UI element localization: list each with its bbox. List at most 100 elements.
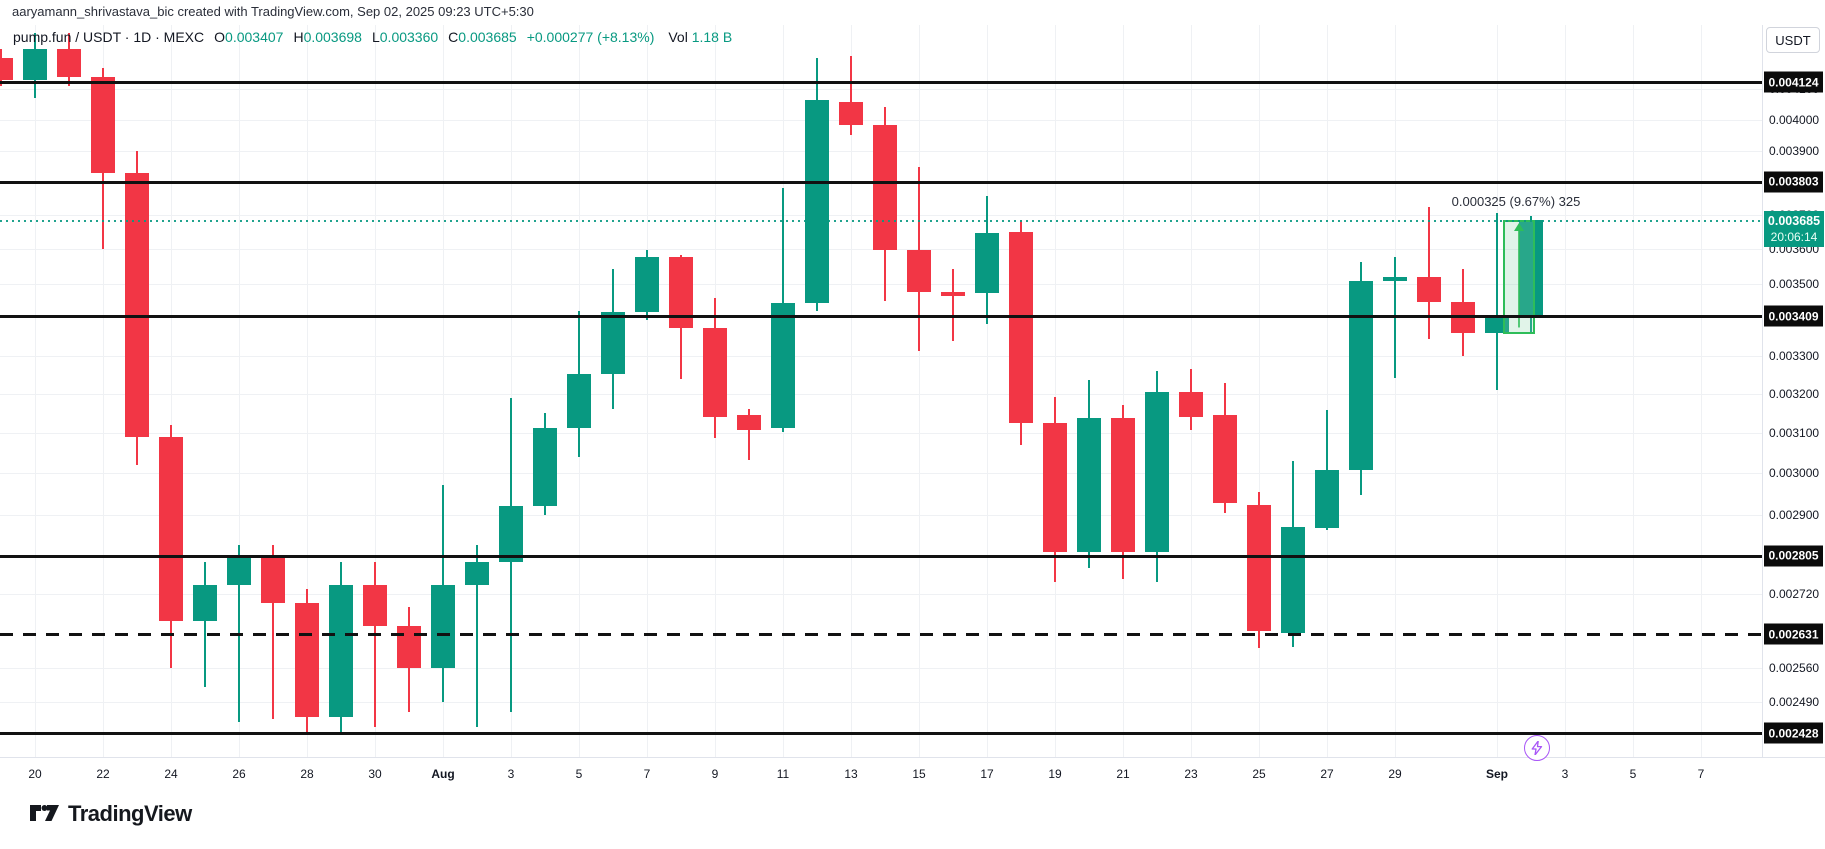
change-readout: +0.000277 (+8.13%) — [526, 29, 655, 45]
time-axis-label: 25 — [1252, 767, 1266, 781]
solid-price-line[interactable] — [0, 81, 1762, 84]
vertical-gridline — [1055, 25, 1056, 757]
candle-up — [193, 584, 217, 621]
solid-price-line[interactable] — [0, 732, 1762, 736]
candle-up — [1349, 281, 1373, 470]
horizontal-gridline — [0, 355, 1762, 357]
price-axis[interactable]: 0.0041000.0040000.0039000.0037000.003600… — [1762, 25, 1825, 757]
vertical-gridline — [1123, 25, 1124, 757]
flash-alert-icon[interactable] — [1524, 735, 1550, 761]
horizontal-gridline — [0, 473, 1762, 475]
solid-price-line[interactable] — [0, 180, 1762, 184]
horizontal-gridline — [0, 89, 1762, 91]
price-axis-label: 0.003000 — [1769, 466, 1820, 481]
candle-down — [0, 58, 13, 81]
vertical-gridline — [987, 25, 988, 757]
candle-down — [1179, 392, 1203, 418]
symbol-title[interactable]: pump.fun / USDT · 1D · MEXC — [13, 29, 205, 45]
candle-down — [703, 327, 727, 418]
candle-wick — [374, 562, 376, 728]
time-axis-label: 3 — [1561, 767, 1569, 781]
ohlc-value: 0.003685 — [458, 29, 517, 45]
vertical-gridline — [1497, 25, 1498, 757]
tradingview-logo-icon — [30, 805, 59, 821]
dashed-price-line[interactable] — [0, 633, 1762, 637]
horizontal-gridline — [0, 702, 1762, 704]
price-line-badge: 0.002428 — [1764, 722, 1823, 744]
time-axis-label: 7 — [643, 767, 651, 781]
time-axis-label: 20 — [28, 767, 42, 781]
ohlc-item-o: O0.003407 — [214, 29, 283, 45]
horizontal-gridline — [0, 668, 1762, 670]
price-line-badge: 0.003803 — [1764, 171, 1823, 193]
vertical-gridline — [443, 25, 444, 757]
time-axis-month-label: Aug — [431, 767, 455, 781]
vertical-gridline — [1701, 25, 1702, 757]
chart-canvas[interactable]: 0.000325 (9.67%) 325 — [0, 25, 1762, 757]
candle-up — [1383, 276, 1407, 282]
vertical-gridline — [307, 25, 308, 757]
candle-down — [1111, 418, 1135, 552]
price-axis-label: 0.002560 — [1769, 661, 1820, 676]
candle-wick — [238, 544, 240, 722]
vertical-gridline — [375, 25, 376, 757]
price-axis-label: 0.002490 — [1769, 695, 1820, 710]
ohlc-letter: H — [293, 29, 304, 45]
price-axis-label: 0.003100 — [1769, 425, 1820, 440]
candle-up — [499, 506, 523, 563]
candle-wick — [850, 56, 852, 135]
time-axis-month-label: Sep — [1485, 767, 1509, 781]
candle-down — [57, 49, 81, 78]
candle-wick — [1496, 212, 1498, 391]
time-axis-label: 19 — [1048, 767, 1062, 781]
price-axis-label: 0.002720 — [1769, 586, 1820, 601]
solid-price-line[interactable] — [0, 315, 1762, 319]
candle-down — [1009, 232, 1033, 423]
time-axis-label: 28 — [300, 767, 314, 781]
time-axis-label: 3 — [507, 767, 515, 781]
volume-label: Vol — [668, 29, 688, 45]
candle-down — [1213, 415, 1237, 503]
current-price-value: 0.003685 — [1767, 214, 1821, 229]
time-axis-label: 29 — [1388, 767, 1402, 781]
price-line-badge: 0.002631 — [1764, 623, 1823, 645]
candle-up — [771, 303, 795, 428]
candle-wick — [204, 562, 206, 688]
horizontal-gridline — [0, 432, 1762, 434]
time-axis[interactable]: 20 22 24 26 28 30 Aug 3 5 7 9 11 13 15 17 19 21 23 25 27 29 S… — [0, 757, 1825, 796]
candle-wick — [1428, 207, 1430, 340]
candle-up — [805, 100, 829, 304]
candle-down — [839, 101, 863, 125]
volume-readout: Vol 1.18 B — [668, 29, 732, 45]
vertical-gridline — [1633, 25, 1634, 757]
vertical-gridline — [239, 25, 240, 757]
candle-down — [907, 250, 931, 292]
time-axis-label: 26 — [232, 767, 246, 781]
ohlc-letter: C — [448, 29, 459, 45]
ohlc-letter: O — [214, 29, 226, 45]
tradingview-logo-text: TradingView — [68, 801, 192, 826]
horizontal-gridline — [0, 283, 1762, 285]
time-axis-label: 30 — [368, 767, 382, 781]
candle-down — [159, 436, 183, 621]
candle-down — [91, 77, 115, 173]
vertical-gridline — [1259, 25, 1260, 757]
price-axis-label: 0.004000 — [1769, 112, 1820, 127]
price-line-badge: 0.002805 — [1764, 545, 1823, 567]
vertical-gridline — [919, 25, 920, 757]
candle-down — [1417, 276, 1441, 303]
current-price-badge: 0.003685 20:06:14 — [1764, 211, 1824, 248]
candle-up — [23, 49, 47, 81]
currency-toggle-button[interactable]: USDT — [1766, 27, 1820, 53]
tradingview-logo[interactable]: TradingView — [30, 801, 192, 827]
measure-tool-box[interactable] — [1503, 220, 1535, 334]
candle-up — [329, 584, 353, 717]
volume-value: 1.18 B — [691, 29, 733, 45]
candle-down — [295, 602, 319, 717]
candle-up — [465, 562, 489, 585]
time-axis-label: 7 — [1697, 767, 1705, 781]
solid-price-line[interactable] — [0, 554, 1762, 558]
horizontal-gridline — [0, 393, 1762, 395]
time-axis-label: 21 — [1116, 767, 1130, 781]
candle-up — [533, 427, 557, 507]
